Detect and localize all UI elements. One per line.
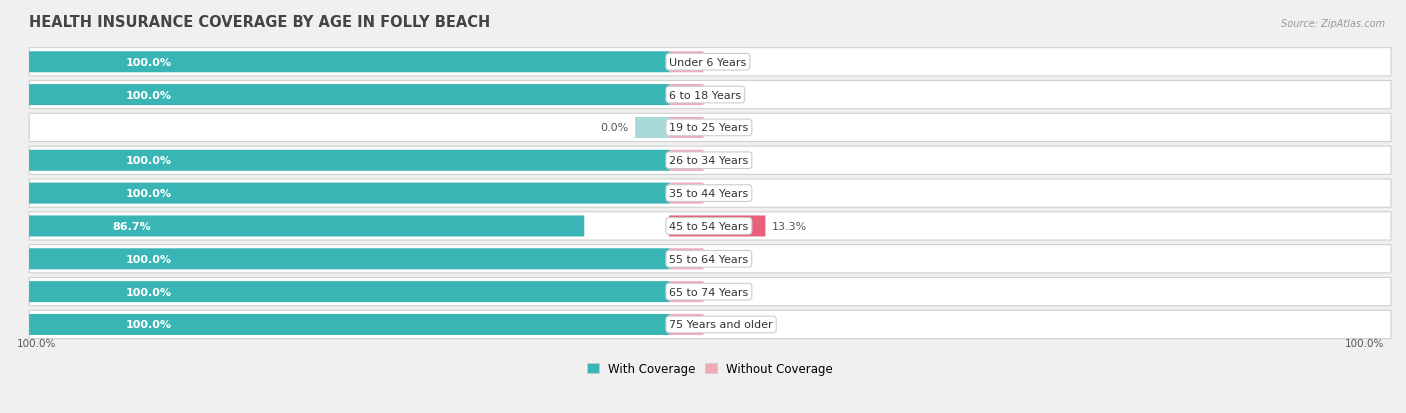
Text: 45 to 54 Years: 45 to 54 Years xyxy=(669,221,748,231)
FancyBboxPatch shape xyxy=(30,281,669,302)
Text: 19 to 25 Years: 19 to 25 Years xyxy=(669,123,748,133)
Text: 26 to 34 Years: 26 to 34 Years xyxy=(669,156,748,166)
Text: HEALTH INSURANCE COVERAGE BY AGE IN FOLLY BEACH: HEALTH INSURANCE COVERAGE BY AGE IN FOLL… xyxy=(30,15,491,30)
Text: 0.0%: 0.0% xyxy=(600,123,628,133)
Text: 100.0%: 100.0% xyxy=(1344,338,1384,348)
FancyBboxPatch shape xyxy=(30,314,669,335)
FancyBboxPatch shape xyxy=(669,249,703,270)
Text: 100.0%: 100.0% xyxy=(125,57,172,68)
FancyBboxPatch shape xyxy=(636,118,669,139)
FancyBboxPatch shape xyxy=(30,85,669,106)
Text: 100.0%: 100.0% xyxy=(125,156,172,166)
FancyBboxPatch shape xyxy=(669,216,765,237)
Text: 75 Years and older: 75 Years and older xyxy=(669,320,773,330)
Legend: With Coverage, Without Coverage: With Coverage, Without Coverage xyxy=(581,356,839,381)
FancyBboxPatch shape xyxy=(30,150,669,171)
FancyBboxPatch shape xyxy=(30,216,585,237)
FancyBboxPatch shape xyxy=(30,52,669,73)
Text: 0.0%: 0.0% xyxy=(710,189,738,199)
FancyBboxPatch shape xyxy=(30,183,669,204)
FancyBboxPatch shape xyxy=(30,147,1391,175)
FancyBboxPatch shape xyxy=(30,48,1391,77)
Text: Under 6 Years: Under 6 Years xyxy=(669,57,747,68)
FancyBboxPatch shape xyxy=(30,180,1391,208)
Text: 100.0%: 100.0% xyxy=(125,320,172,330)
Text: 100.0%: 100.0% xyxy=(125,189,172,199)
Text: 0.0%: 0.0% xyxy=(710,123,738,133)
Text: 100.0%: 100.0% xyxy=(125,254,172,264)
FancyBboxPatch shape xyxy=(669,52,703,73)
FancyBboxPatch shape xyxy=(669,150,703,171)
Text: 100.0%: 100.0% xyxy=(125,90,172,100)
Text: 0.0%: 0.0% xyxy=(710,320,738,330)
FancyBboxPatch shape xyxy=(669,85,703,106)
FancyBboxPatch shape xyxy=(30,114,1391,142)
FancyBboxPatch shape xyxy=(30,245,1391,273)
Text: 86.7%: 86.7% xyxy=(112,221,152,231)
FancyBboxPatch shape xyxy=(669,281,703,302)
Text: 0.0%: 0.0% xyxy=(710,156,738,166)
FancyBboxPatch shape xyxy=(30,212,1391,240)
Text: 65 to 74 Years: 65 to 74 Years xyxy=(669,287,748,297)
Text: 100.0%: 100.0% xyxy=(17,338,56,348)
Text: 0.0%: 0.0% xyxy=(710,57,738,68)
Text: 55 to 64 Years: 55 to 64 Years xyxy=(669,254,748,264)
Text: Source: ZipAtlas.com: Source: ZipAtlas.com xyxy=(1281,19,1385,28)
Text: 0.0%: 0.0% xyxy=(710,254,738,264)
FancyBboxPatch shape xyxy=(30,249,669,270)
Text: 0.0%: 0.0% xyxy=(710,90,738,100)
FancyBboxPatch shape xyxy=(669,183,703,204)
FancyBboxPatch shape xyxy=(30,81,1391,109)
FancyBboxPatch shape xyxy=(669,118,703,139)
Text: 35 to 44 Years: 35 to 44 Years xyxy=(669,189,748,199)
Text: 100.0%: 100.0% xyxy=(125,287,172,297)
Text: 0.0%: 0.0% xyxy=(710,287,738,297)
FancyBboxPatch shape xyxy=(30,311,1391,339)
FancyBboxPatch shape xyxy=(669,314,703,335)
Text: 6 to 18 Years: 6 to 18 Years xyxy=(669,90,741,100)
Text: 13.3%: 13.3% xyxy=(772,221,807,231)
FancyBboxPatch shape xyxy=(30,278,1391,306)
